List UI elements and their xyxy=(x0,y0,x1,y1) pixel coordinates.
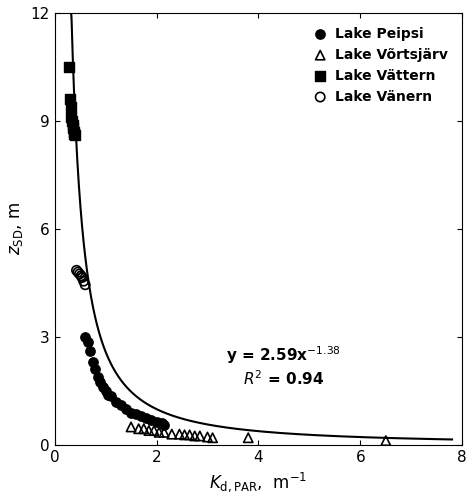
Lake Vättern xyxy=(69,121,77,129)
Legend: Lake Peipsi, Lake Võrtsjärv, Lake Vättern, Lake Vänern: Lake Peipsi, Lake Võrtsjärv, Lake Vätter… xyxy=(305,20,456,111)
Lake Vänern xyxy=(78,274,86,282)
Lake Võrtsjärv xyxy=(382,436,390,444)
Lake Võrtsjärv xyxy=(196,432,204,440)
Lake Võrtsjärv xyxy=(209,434,216,442)
Lake Vättern xyxy=(68,113,75,121)
Lake Vättern xyxy=(70,124,77,132)
Lake Peipsi xyxy=(158,419,165,427)
Lake Peipsi xyxy=(143,414,150,422)
Lake Peipsi xyxy=(137,412,145,420)
Lake Vättern xyxy=(71,130,78,138)
Y-axis label: $z_{\mathrm{SD}}$, m: $z_{\mathrm{SD}}$, m xyxy=(7,202,25,256)
Lake Peipsi xyxy=(117,401,125,409)
Lake Vänern xyxy=(82,281,89,289)
Lake Peipsi xyxy=(86,347,94,355)
Lake Võrtsjärv xyxy=(155,428,163,436)
Lake Peipsi xyxy=(99,383,107,391)
Lake Peipsi xyxy=(112,398,119,406)
Lake Vättern xyxy=(65,63,73,71)
Lake Vättern xyxy=(71,131,79,139)
Lake Peipsi xyxy=(107,392,114,400)
Lake Vänern xyxy=(77,272,85,280)
Lake Võrtsjärv xyxy=(204,433,211,441)
Lake Vättern xyxy=(69,117,76,125)
Lake Peipsi xyxy=(147,416,155,424)
Lake Peipsi xyxy=(89,358,97,366)
Lake Peipsi xyxy=(160,421,168,429)
Lake Võrtsjärv xyxy=(127,423,135,431)
Lake Peipsi xyxy=(82,333,89,341)
Lake Võrtsjärv xyxy=(176,430,183,438)
Lake Võrtsjärv xyxy=(160,428,168,436)
Lake Võrtsjärv xyxy=(135,425,143,433)
Lake Vänern xyxy=(80,277,87,285)
Lake Võrtsjärv xyxy=(181,431,188,439)
X-axis label: $\mathit{K}_{\mathrm{d,PAR}}$,  m$^{-1}$: $\mathit{K}_{\mathrm{d,PAR}}$, m$^{-1}$ xyxy=(210,470,308,494)
Lake Võrtsjärv xyxy=(145,426,153,434)
Lake Võrtsjärv xyxy=(150,426,158,434)
Lake Vättern xyxy=(70,128,78,136)
Text: y = 2.59x$^{-1.38}$
$R^{2}$ = 0.94: y = 2.59x$^{-1.38}$ $R^{2}$ = 0.94 xyxy=(227,344,341,387)
Lake Peipsi xyxy=(94,373,102,381)
Lake Peipsi xyxy=(122,405,130,413)
Lake Võrtsjärv xyxy=(140,425,147,433)
Lake Peipsi xyxy=(97,378,104,386)
Lake Võrtsjärv xyxy=(186,431,193,439)
Lake Vänern xyxy=(74,268,82,276)
Lake Vänern xyxy=(76,270,83,278)
Lake Vänern xyxy=(73,267,80,275)
Lake Peipsi xyxy=(84,338,91,346)
Lake Võrtsjärv xyxy=(245,434,252,442)
Lake Peipsi xyxy=(153,417,160,425)
Lake Peipsi xyxy=(102,387,109,395)
Lake Peipsi xyxy=(127,408,135,416)
Lake Peipsi xyxy=(91,365,99,373)
Lake Vättern xyxy=(67,103,75,111)
Lake Peipsi xyxy=(104,391,112,399)
Lake Võrtsjärv xyxy=(191,432,199,440)
Lake Vättern xyxy=(66,95,73,103)
Lake Peipsi xyxy=(132,410,140,418)
Lake Võrtsjärv xyxy=(168,430,175,438)
